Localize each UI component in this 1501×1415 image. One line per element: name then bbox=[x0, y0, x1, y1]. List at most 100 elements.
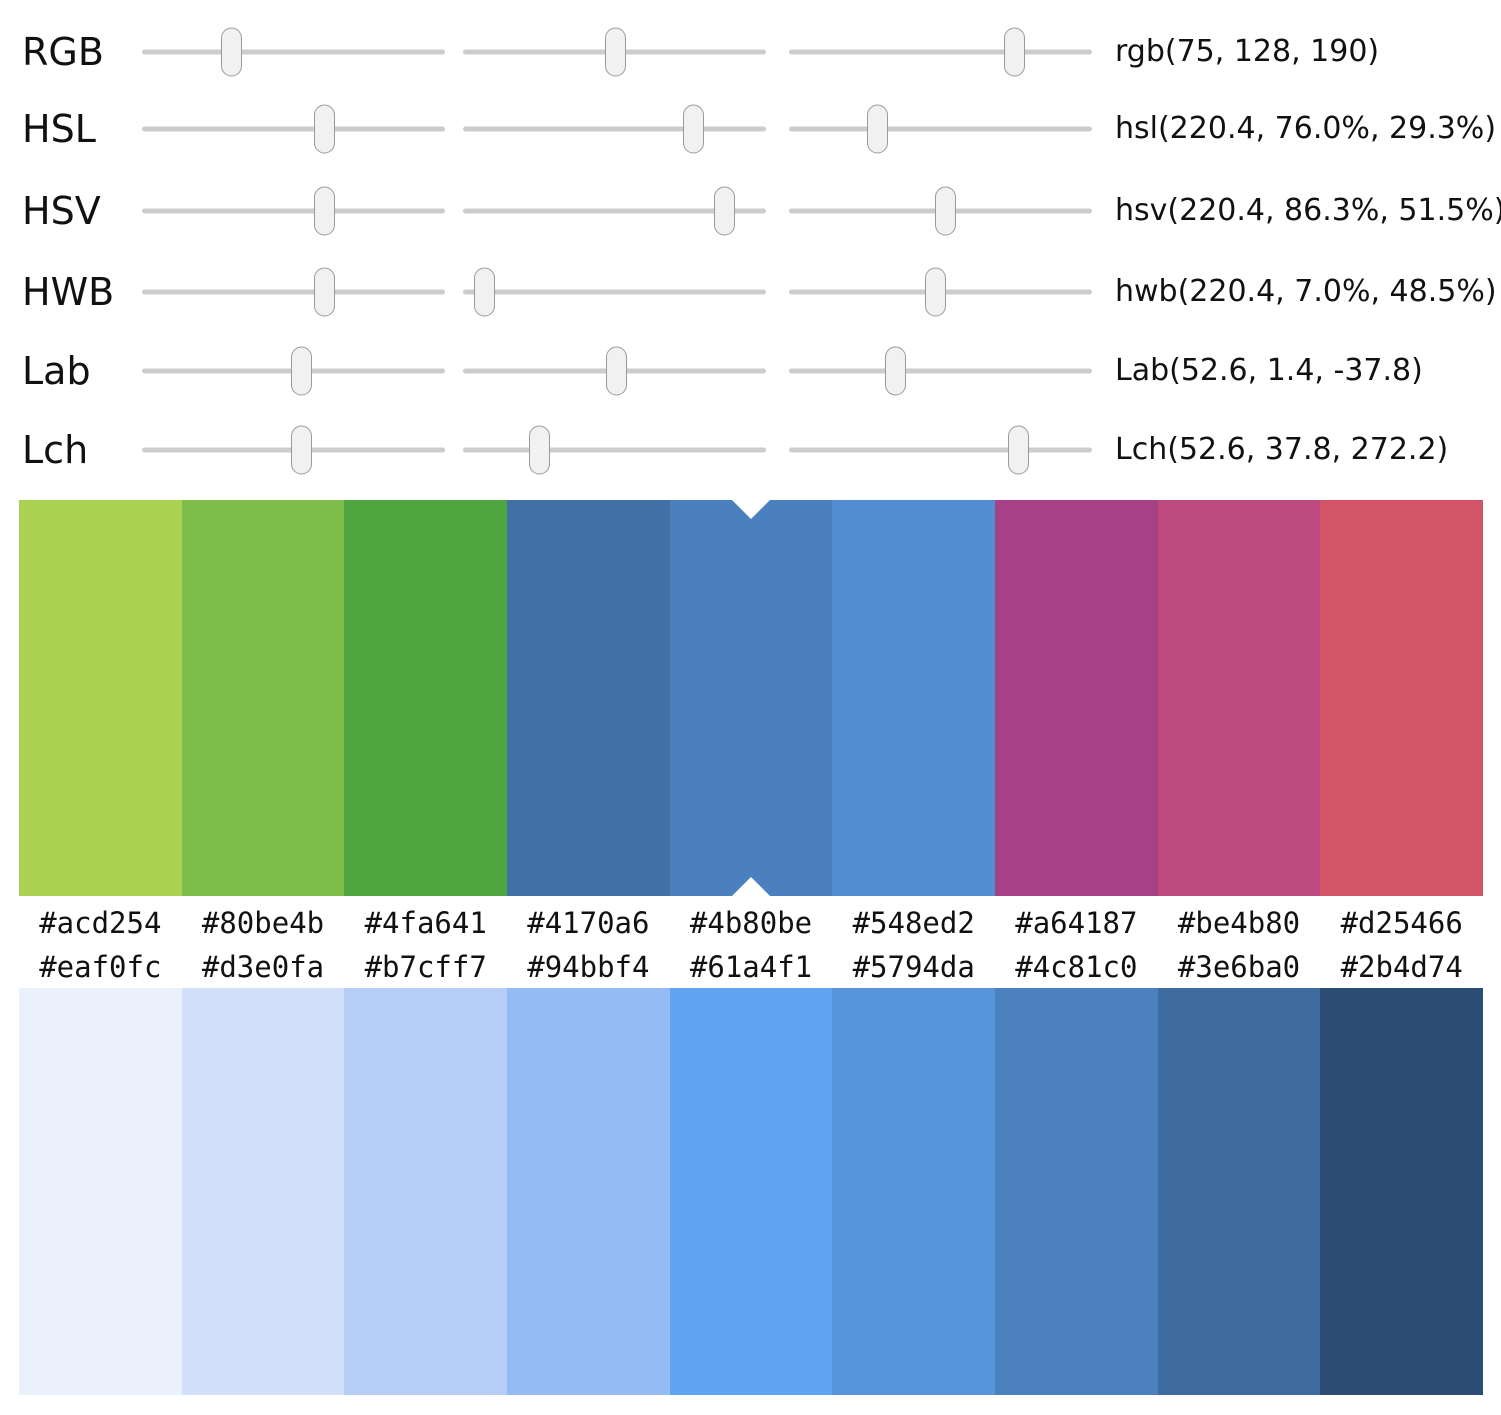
slider-handle[interactable] bbox=[313, 104, 335, 154]
slider-handle[interactable] bbox=[604, 27, 626, 77]
hue-scale-hex-label: #80be4b bbox=[201, 906, 325, 940]
slider-group-hsv bbox=[142, 171, 1092, 251]
slider-handle[interactable] bbox=[473, 267, 495, 317]
slider-lab-L[interactable] bbox=[142, 331, 445, 411]
slider-handle[interactable] bbox=[1007, 425, 1029, 475]
lightness-scale-strip bbox=[19, 988, 1484, 1395]
hue-scale-hex-label: #548ed2 bbox=[852, 906, 975, 940]
hue-scale-swatch[interactable] bbox=[669, 500, 833, 896]
lightness-scale-swatch[interactable] bbox=[832, 988, 996, 1395]
slider-group-lch bbox=[142, 410, 1092, 490]
slider-track[interactable] bbox=[142, 208, 445, 214]
hue-scale-swatch[interactable] bbox=[19, 500, 182, 896]
slider-hwb-w[interactable] bbox=[463, 252, 766, 332]
lightness-scale-swatch[interactable] bbox=[1157, 988, 1321, 1395]
slider-hsl-h[interactable] bbox=[142, 89, 445, 169]
slider-group-hwb bbox=[142, 252, 1092, 332]
color-value-text-lab: Lab(52.6, 1.4, -37.8) bbox=[1115, 353, 1423, 388]
slider-lab-a[interactable] bbox=[463, 331, 766, 411]
slider-handle[interactable] bbox=[682, 104, 704, 154]
selected-swatch-marker-bottom-icon bbox=[732, 877, 771, 896]
color-value-text-lch: Lch(52.6, 37.8, 272.2) bbox=[1115, 432, 1449, 467]
lightness-scale-swatch[interactable] bbox=[1320, 988, 1484, 1395]
slider-hwb-h[interactable] bbox=[142, 252, 445, 332]
slider-lch-c[interactable] bbox=[463, 410, 766, 490]
hue-scale-hex-label: #4fa641 bbox=[364, 906, 487, 940]
hue-scale-hex-label: #a64187 bbox=[1015, 906, 1138, 940]
slider-lab-b[interactable] bbox=[789, 331, 1092, 411]
slider-track[interactable] bbox=[789, 49, 1092, 55]
slider-hsv-s[interactable] bbox=[463, 171, 766, 251]
lightness-scale-hex-label: #61a4f1 bbox=[689, 950, 813, 984]
slider-handle[interactable] bbox=[934, 186, 956, 236]
hue-scale-swatch[interactable] bbox=[507, 500, 670, 896]
slider-hwb-b[interactable] bbox=[789, 252, 1092, 332]
hue-scale-hex-label: #4b80be bbox=[689, 906, 813, 940]
hue-scale-hex-label: #acd254 bbox=[39, 906, 162, 940]
lightness-scale-hex-label: #5794da bbox=[852, 950, 975, 984]
slider-handle[interactable] bbox=[713, 186, 735, 236]
slider-track[interactable] bbox=[789, 368, 1092, 374]
slider-track[interactable] bbox=[142, 49, 445, 55]
slider-rgb-r[interactable] bbox=[142, 12, 445, 92]
lightness-scale-swatch[interactable] bbox=[507, 988, 670, 1395]
slider-lch-h[interactable] bbox=[789, 410, 1092, 490]
lightness-scale-swatch[interactable] bbox=[995, 988, 1158, 1395]
lightness-scale-hex-label: #b7cff7 bbox=[364, 950, 487, 984]
hue-scale-swatch[interactable] bbox=[832, 500, 996, 896]
hue-scale-swatch[interactable] bbox=[1320, 500, 1484, 896]
hue-scale-strip bbox=[19, 500, 1484, 896]
slider-handle[interactable] bbox=[313, 186, 335, 236]
slider-lch-L[interactable] bbox=[142, 410, 445, 490]
hue-scale-swatch[interactable] bbox=[1157, 500, 1321, 896]
lightness-scale-swatch[interactable] bbox=[669, 988, 833, 1395]
slider-row-hsl: HSL hsl(220.4, 76.0%, 29.3%) bbox=[0, 89, 1501, 169]
color-value-text-rgb: rgb(75, 128, 190) bbox=[1115, 34, 1380, 69]
color-value-text-hsl: hsl(220.4, 76.0%, 29.3%) bbox=[1115, 111, 1497, 146]
slider-track[interactable] bbox=[463, 447, 766, 453]
slider-rgb-g[interactable] bbox=[463, 12, 766, 92]
lightness-scale-hex-label: #2b4d74 bbox=[1340, 950, 1463, 984]
slider-track[interactable] bbox=[463, 126, 766, 132]
hue-scale-swatch[interactable] bbox=[344, 500, 508, 896]
slider-handle[interactable] bbox=[1004, 27, 1026, 77]
lightness-scale-swatch[interactable] bbox=[19, 988, 182, 1395]
lightness-scale-hex-label: #3e6ba0 bbox=[1177, 950, 1301, 984]
slider-handle[interactable] bbox=[885, 346, 907, 396]
slider-handle[interactable] bbox=[605, 346, 627, 396]
hue-scale-hex-label: #be4b80 bbox=[1177, 906, 1301, 940]
color-space-sliders-panel: RGB rgb(75, 128, 190) HSL hsl(220.4, 76.0%,… bbox=[0, 0, 1501, 492]
slider-track[interactable] bbox=[789, 126, 1092, 132]
slider-track[interactable] bbox=[789, 447, 1092, 453]
slider-row-hsv: HSV hsv(220.4, 86.3%, 51.5%) bbox=[0, 171, 1501, 251]
slider-hsl-l[interactable] bbox=[789, 89, 1092, 169]
hue-scale-swatch[interactable] bbox=[181, 500, 345, 896]
color-space-label-hsv: HSV bbox=[22, 189, 101, 233]
slider-track[interactable] bbox=[463, 289, 766, 295]
slider-hsv-v[interactable] bbox=[789, 171, 1092, 251]
slider-row-rgb: RGB rgb(75, 128, 190) bbox=[0, 12, 1501, 92]
slider-handle[interactable] bbox=[925, 267, 947, 317]
slider-handle[interactable] bbox=[313, 267, 335, 317]
lightness-scale-swatch[interactable] bbox=[181, 988, 345, 1395]
slider-handle[interactable] bbox=[867, 104, 889, 154]
slider-hsl-s[interactable] bbox=[463, 89, 766, 169]
hue-scale-swatch[interactable] bbox=[995, 500, 1158, 896]
color-space-label-lab: Lab bbox=[22, 349, 91, 393]
slider-handle[interactable] bbox=[220, 27, 242, 77]
slider-track[interactable] bbox=[142, 289, 445, 295]
slider-track[interactable] bbox=[463, 208, 766, 214]
slider-handle[interactable] bbox=[528, 425, 550, 475]
slider-row-lch: Lch Lch(52.6, 37.8, 272.2) bbox=[0, 410, 1501, 490]
slider-rgb-b[interactable] bbox=[789, 12, 1092, 92]
slider-handle[interactable] bbox=[290, 425, 312, 475]
slider-group-rgb bbox=[142, 12, 1092, 92]
lightness-scale-swatch[interactable] bbox=[344, 988, 508, 1395]
slider-hsv-h[interactable] bbox=[142, 171, 445, 251]
slider-track[interactable] bbox=[142, 126, 445, 132]
slider-handle[interactable] bbox=[290, 346, 312, 396]
lightness-scale-hex-label: #d3e0fa bbox=[201, 950, 325, 984]
color-value-text-hwb: hwb(220.4, 7.0%, 48.5%) bbox=[1115, 274, 1497, 309]
slider-group-hsl bbox=[142, 89, 1092, 169]
